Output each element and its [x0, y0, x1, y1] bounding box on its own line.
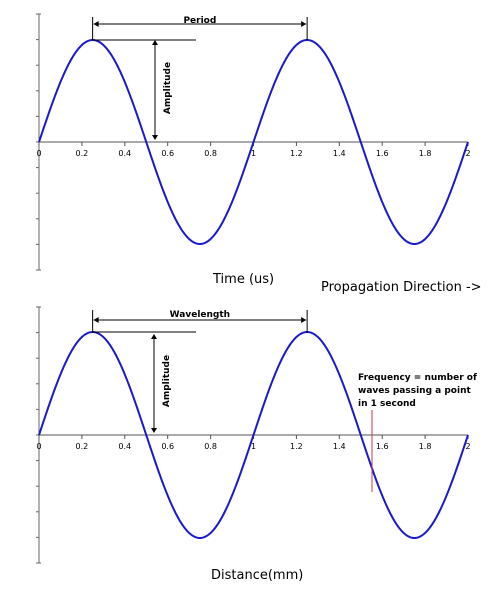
amplitude-label: Amplitude — [162, 355, 172, 407]
x-tick-label: 1.2 — [290, 442, 303, 451]
amplitude-arrow-up — [152, 40, 158, 45]
x-tick-label: 0.8 — [204, 149, 217, 158]
x-tick-label: 1.6 — [376, 442, 389, 451]
x-tick-label: 0.4 — [118, 149, 131, 158]
x-tick-label: 0 — [36, 442, 41, 451]
x-tick-label: 1.4 — [333, 149, 346, 158]
x-tick-label: 2 — [465, 149, 470, 158]
x-tick-label: 0.6 — [161, 442, 174, 451]
span-arrow-right — [301, 317, 307, 323]
x-tick-label: 1.8 — [419, 149, 432, 158]
bottom-x-axis-label: Distance(mm) — [211, 568, 304, 583]
x-tick-label: 1.8 — [419, 442, 432, 451]
x-tick-label: 0.8 — [204, 442, 217, 451]
top-x-axis-label: Time (us) — [213, 272, 275, 287]
frequency-note-line: in 1 second — [358, 399, 416, 409]
x-tick-label: 0.4 — [118, 442, 131, 451]
amplitude-arrow-down — [152, 135, 158, 140]
x-tick-label: 1.2 — [290, 149, 303, 158]
amplitude-arrow-down — [151, 428, 157, 433]
propagation-direction-label: Propagation Direction -> — [321, 280, 482, 295]
x-tick-label: 1.4 — [333, 442, 346, 451]
span-arrow-left — [93, 21, 99, 27]
frequency-note-line: waves passing a point — [358, 386, 471, 396]
x-tick-label: 1.6 — [376, 149, 389, 158]
amplitude-arrow-up — [151, 334, 157, 339]
span-arrow-left — [93, 317, 99, 323]
x-tick-label: 2 — [465, 442, 470, 451]
span-arrow-right — [301, 21, 307, 27]
chart-panel-time: 0 0.2 0.4 0.6 0.8 1 1.2 1.4 1.6 1.8 2 Period Amplitu… — [36, 13, 471, 271]
span-label: Wavelength — [170, 310, 230, 320]
wave-line — [38, 330, 469, 540]
x-tick-label: 0.2 — [76, 149, 89, 158]
span-label: Period — [183, 16, 216, 26]
x-tick-label: 1 — [251, 442, 256, 451]
chart-panel-distance: 0 0.2 0.4 0.6 0.8 1 1.2 1.4 1.6 1.8 2 Wavelength Amp… — [36, 306, 477, 564]
x-tick-label: 0.2 — [76, 442, 89, 451]
wave-line — [38, 38, 469, 246]
amplitude-label: Amplitude — [163, 62, 173, 114]
x-tick-label: 0 — [36, 149, 41, 158]
x-tick-label: 1 — [251, 149, 256, 158]
frequency-note-line: Frequency = number of — [358, 373, 477, 383]
x-tick-label: 0.6 — [161, 149, 174, 158]
